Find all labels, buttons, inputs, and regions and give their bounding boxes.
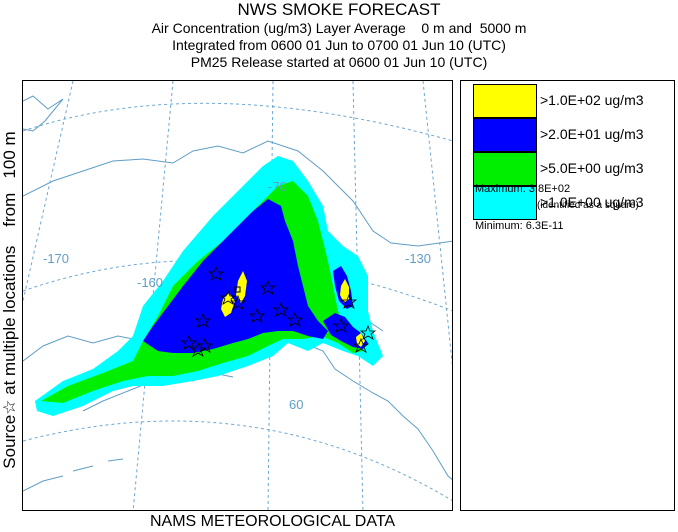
legend-item: >2.0E+01 ug/m3 [473, 118, 673, 152]
smoke-plume [35, 156, 383, 416]
lon-label-minus-170: -170 [43, 251, 69, 266]
source-star [180, 334, 198, 350]
subtitle-release: PM25 Release started at 0600 01 Jun 10 (… [190, 54, 488, 70]
legend-swatch-blue [473, 118, 537, 152]
subtitle-concentration: Air Concentration (ug/m3) Layer Average … [151, 20, 527, 36]
plume-yellow-core [236, 271, 247, 303]
plume-yellow-east [340, 279, 349, 303]
source-star [286, 311, 304, 327]
source-location-label: Source☆ at multiple locations from 100 m [0, 131, 19, 469]
legend-item: >5.0E+00 ug/m3 [473, 152, 673, 186]
graticule-labels: -170 -160 -130 -70 60 [43, 179, 431, 412]
maximum-note: (identified as a square) [537, 200, 639, 211]
lon-label-minus-70: -70 [268, 179, 287, 194]
map-title: NWS SMOKE FORECAST [237, 0, 441, 19]
lon-label-minus-160: -160 [137, 275, 163, 290]
maximum-value: Maximum: 3.8E+02 [475, 183, 571, 195]
source-star [189, 341, 207, 357]
lat-label-60: 60 [289, 397, 303, 412]
source-star [259, 279, 277, 295]
source-star [194, 312, 212, 328]
source-star [340, 293, 358, 309]
coastline-arctic [23, 140, 452, 247]
legend-swatch-green [473, 152, 537, 186]
minimum-value: Minimum: 6.3E-11 [475, 220, 564, 232]
coastline-siberia [23, 95, 64, 132]
source-star [352, 337, 370, 353]
longitude-line-170 [23, 81, 74, 302]
legend-swatch-cyan [473, 186, 537, 220]
source-star [359, 324, 377, 340]
smoke-forecast-map: -170 -160 -130 -70 60 [22, 80, 453, 511]
source-star [332, 317, 350, 333]
source-star [248, 307, 266, 323]
source-star [229, 294, 247, 310]
legend-item: >1.0E+02 ug/m3 [473, 84, 673, 118]
source-star [272, 301, 290, 317]
legend-panel: >1.0E+02 ug/m3 >2.0E+01 ug/m3 >5.0E+00 u… [460, 80, 675, 511]
legend-label: >2.0E+01 ug/m3 [540, 126, 644, 142]
coastline-islands [23, 458, 124, 492]
source-star [219, 289, 237, 305]
source-star [207, 265, 225, 281]
maximum-square [234, 286, 241, 293]
legend-item: >1.0E+00 ug/m3 [473, 186, 673, 220]
map-canvas: -170 -160 -130 -70 60 [23, 81, 452, 510]
legend-label: >5.0E+00 ug/m3 [540, 160, 644, 176]
legend-swatch-yellow [473, 84, 537, 118]
latitude-line-50 [23, 420, 452, 501]
meteorological-data-label: NAMS METEOROLOGICAL DATA [150, 513, 396, 530]
latitude-line-70 [23, 102, 452, 142]
source-star [196, 337, 214, 353]
longitude-line-130 [422, 81, 452, 367]
subtitle-integration: Integrated from 0600 01 Jun to 0700 01 J… [172, 37, 506, 53]
source-markers [180, 265, 377, 357]
legend-label: >1.0E+00 ug/m3 [540, 194, 644, 210]
plume-blue [143, 199, 328, 353]
legend-label: >1.0E+02 ug/m3 [540, 92, 644, 108]
lon-label-minus-130: -130 [405, 251, 431, 266]
